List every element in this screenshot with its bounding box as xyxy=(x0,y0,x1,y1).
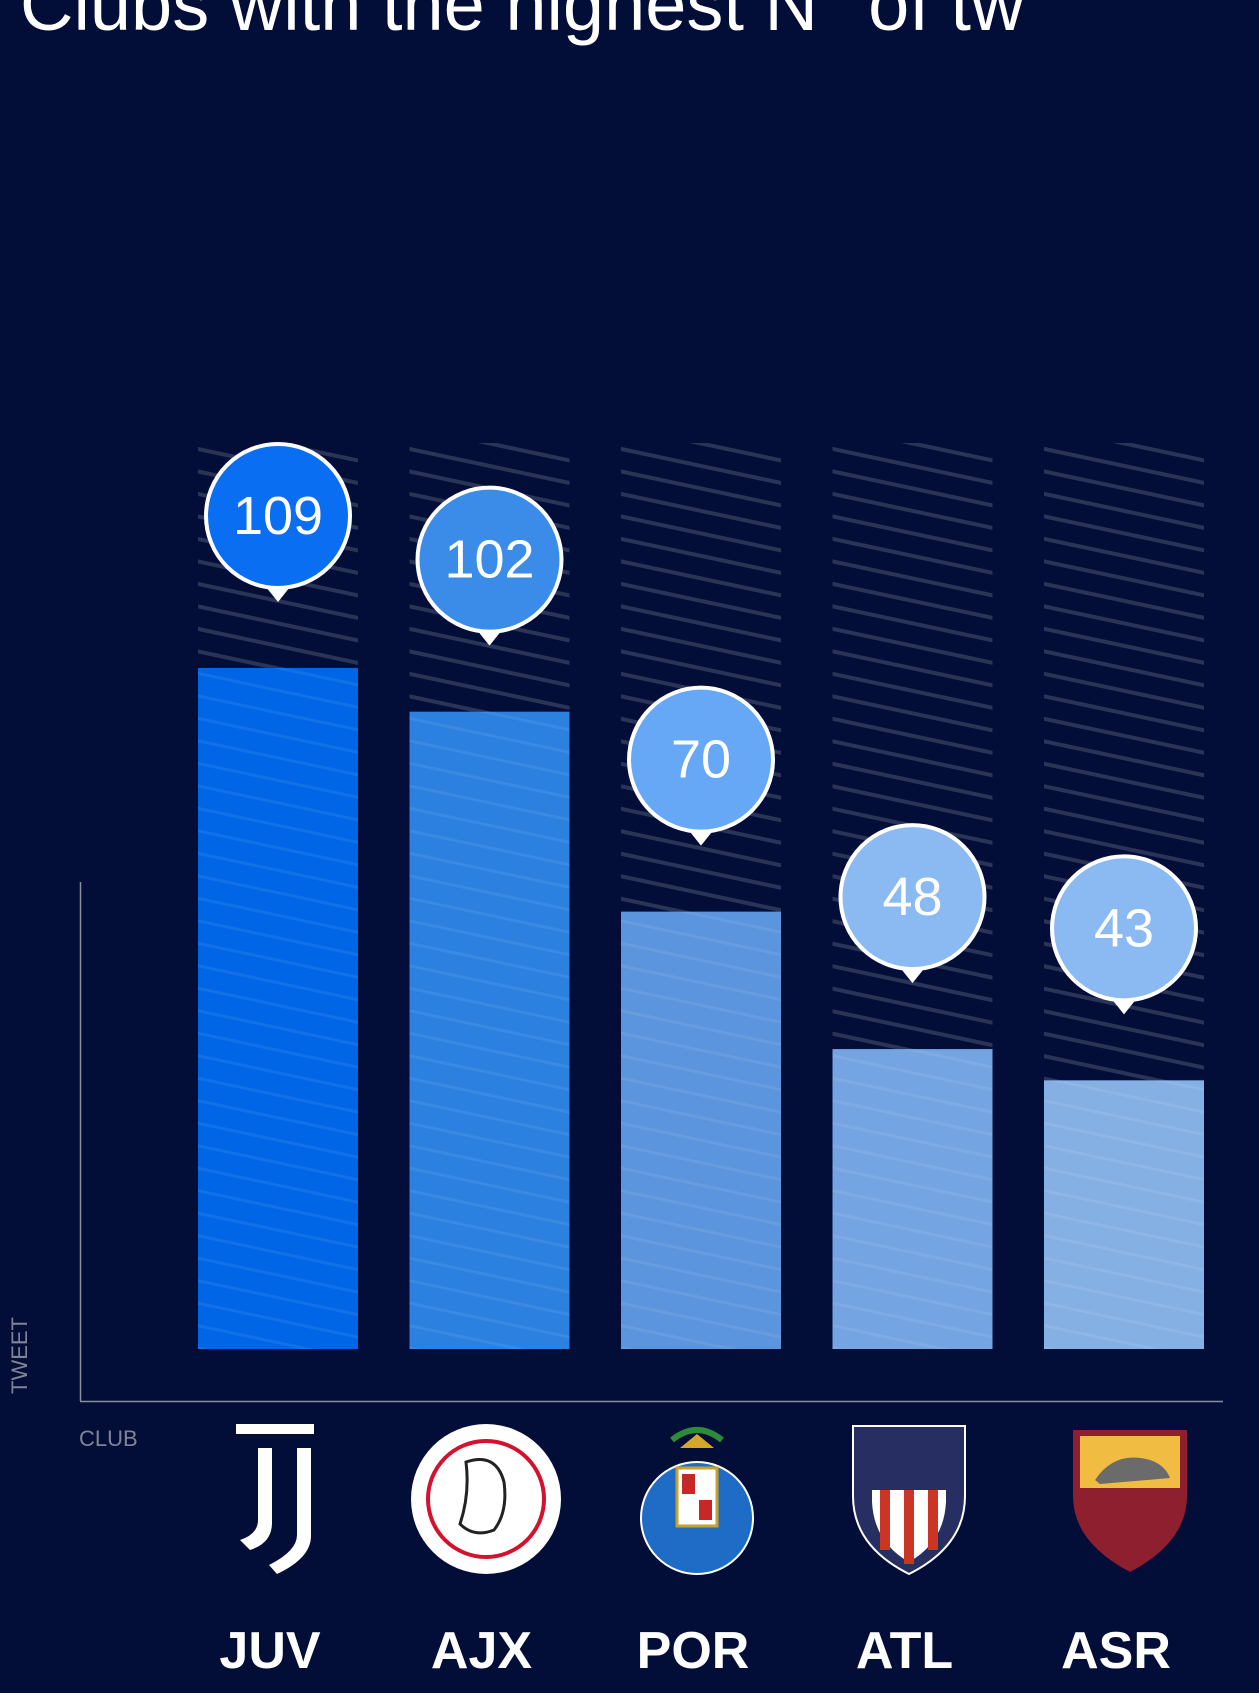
y-axis-label: TWEET xyxy=(7,1317,32,1394)
value-bubble xyxy=(1050,854,1198,1003)
value-bubble xyxy=(415,485,564,634)
value-bubble xyxy=(204,441,352,590)
value-bubble xyxy=(627,685,775,834)
x-tick-label: AJX xyxy=(431,1622,532,1680)
logo-asr xyxy=(1073,1430,1187,1572)
value-label: 109 xyxy=(233,486,323,546)
chart-title: Clubs with the highest N° of tw xyxy=(20,0,1025,46)
value-label: 70 xyxy=(671,730,731,790)
value-label: 48 xyxy=(882,867,942,927)
bar-texture xyxy=(1044,1080,1204,1349)
logo-ajx xyxy=(411,1424,561,1574)
club-logos xyxy=(236,1424,1187,1576)
x-tick-label: ATL xyxy=(856,1622,953,1680)
value-bubble xyxy=(838,823,987,972)
x-tick-label: POR xyxy=(637,1622,750,1680)
bar-texture xyxy=(409,711,570,1349)
bar-texture xyxy=(198,667,358,1349)
logo-juv xyxy=(236,1424,314,1574)
x-tick-label: ASR xyxy=(1061,1622,1171,1680)
value-label: 43 xyxy=(1094,898,1154,958)
bar-texture xyxy=(621,911,781,1349)
logo-por xyxy=(640,1427,754,1575)
x-tick-label: JUV xyxy=(219,1622,320,1680)
x-axis-label: CLUB xyxy=(79,1426,138,1451)
value-label: 102 xyxy=(444,530,534,590)
logo-atl xyxy=(852,1425,966,1576)
bar-texture xyxy=(832,1049,993,1349)
